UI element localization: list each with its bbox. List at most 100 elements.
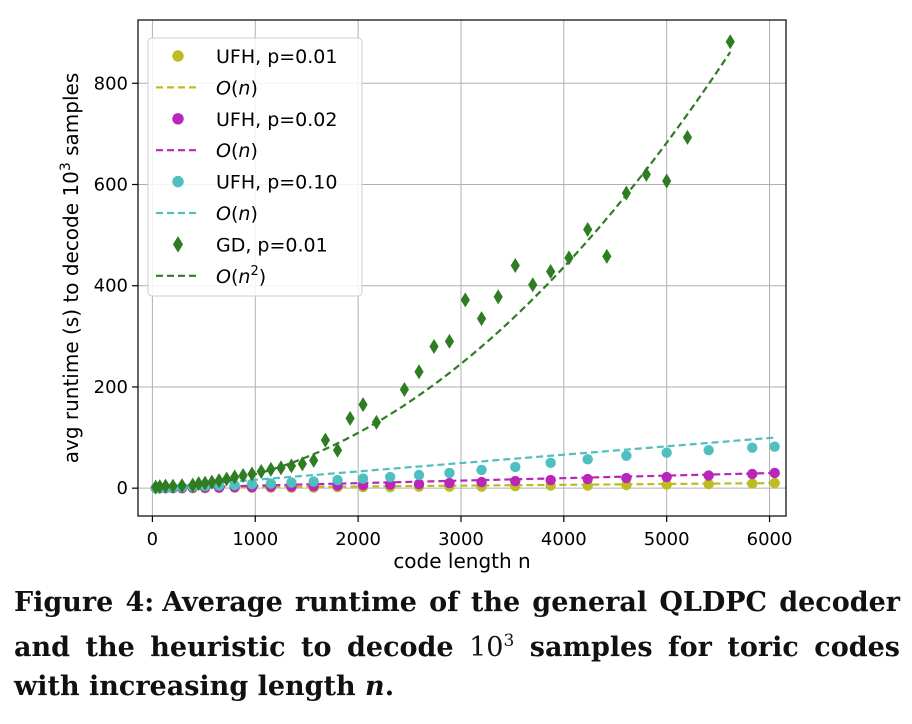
data-point-s3-4 bbox=[177, 478, 187, 494]
data-point-s3-42 bbox=[725, 34, 735, 50]
data-point-s2-14 bbox=[357, 473, 369, 484]
legend-marker-6 bbox=[172, 236, 184, 253]
caption-math-var: n bbox=[365, 671, 385, 702]
data-point-s3-12 bbox=[238, 468, 248, 484]
x-tick-label-3: 3000 bbox=[438, 529, 484, 550]
data-point-s2-9 bbox=[246, 478, 258, 490]
data-point-s2-10 bbox=[265, 478, 277, 489]
data-point-s3-14 bbox=[256, 463, 266, 479]
data-point-s3-5 bbox=[188, 477, 198, 493]
data-point-s3-33 bbox=[528, 277, 538, 293]
legend-marker-0 bbox=[172, 50, 184, 62]
legend-label-4: UFH, p=0.10 bbox=[216, 172, 338, 194]
caption-text-1: Average runtime of the general QLDPC dec… bbox=[14, 587, 900, 663]
data-point-s3-16 bbox=[276, 460, 286, 476]
data-point-s2-11 bbox=[286, 477, 297, 488]
data-point-s3-25 bbox=[399, 381, 409, 397]
data-point-s3-28 bbox=[444, 333, 455, 349]
data-point-s2-16 bbox=[413, 469, 425, 481]
data-point-s1-18 bbox=[476, 476, 487, 488]
data-point-s1-25 bbox=[747, 468, 758, 480]
data-point-s3-41 bbox=[682, 129, 693, 145]
x-tick-label-1: 1000 bbox=[232, 529, 278, 550]
caption-label: Figure 4: bbox=[14, 587, 155, 618]
data-point-s0-25 bbox=[747, 478, 758, 489]
data-point-s2-25 bbox=[747, 442, 758, 453]
data-point-s2-18 bbox=[476, 464, 487, 476]
legend-label-5: O(n) bbox=[216, 203, 258, 225]
data-point-s1-21 bbox=[582, 473, 593, 485]
data-point-s3-26 bbox=[414, 364, 424, 380]
axis-ticks: 0 1000 2000 3000 4000 5000 6000 0 200 400 600 800 bbox=[94, 73, 793, 550]
data-point-s2-22 bbox=[621, 450, 632, 461]
data-point-s3-8 bbox=[207, 474, 217, 490]
legend-label-3: O(n) bbox=[216, 140, 258, 162]
fit-line-3 bbox=[152, 51, 732, 490]
data-point-s2-13 bbox=[332, 474, 343, 486]
x-tick-label-6: 6000 bbox=[747, 529, 793, 550]
plot-frame bbox=[137, 19, 787, 517]
data-point-s3-13 bbox=[247, 466, 257, 482]
y-tick-label-4: 800 bbox=[94, 73, 128, 94]
data-point-s3-32 bbox=[510, 257, 520, 273]
data-point-s3-9 bbox=[214, 473, 224, 489]
data-point-s3-21 bbox=[332, 442, 343, 458]
data-point-s1-17 bbox=[444, 477, 455, 489]
x-tick-label-2: 2000 bbox=[335, 529, 381, 550]
data-point-s3-39 bbox=[641, 166, 651, 182]
data-point-s2-26 bbox=[769, 441, 780, 452]
legend-label-7: O(n2) bbox=[216, 264, 266, 288]
data-point-s3-6 bbox=[194, 476, 204, 492]
legend-label-0: UFH, p=0.01 bbox=[216, 46, 338, 68]
data-point-s3-18 bbox=[297, 456, 307, 472]
legend: UFH, p=0.01 O(n) UFH, p=0.02 O(n) UFH, p=0.1… bbox=[147, 37, 363, 297]
data-point-s3-30 bbox=[476, 311, 487, 327]
data-point-s1-19 bbox=[510, 475, 521, 487]
data-point-s3-40 bbox=[662, 173, 672, 189]
caption-text-2: samples for toric codes with increasing … bbox=[14, 632, 900, 702]
data-point-s3-11 bbox=[230, 469, 240, 485]
data-point-s3-24 bbox=[371, 414, 382, 430]
data-point-s3-20 bbox=[320, 432, 331, 448]
data-point-s0-23 bbox=[661, 479, 672, 490]
data-point-s3-22 bbox=[345, 410, 355, 426]
data-point-s2-19 bbox=[510, 461, 521, 473]
data-points bbox=[150, 34, 780, 495]
caption-end: . bbox=[384, 671, 395, 702]
legend-label-1: O(n) bbox=[216, 77, 258, 99]
data-point-s3-15 bbox=[266, 461, 276, 477]
fit-line-2 bbox=[152, 436, 775, 490]
caption-math-sup: 3 bbox=[503, 631, 515, 651]
data-point-s1-23 bbox=[661, 471, 672, 483]
legend-box bbox=[147, 37, 363, 297]
data-point-s3-10 bbox=[222, 471, 232, 487]
y-tick-label-1: 200 bbox=[94, 377, 128, 398]
data-point-s0-26 bbox=[769, 477, 780, 489]
x-tick-label-5: 5000 bbox=[644, 529, 690, 550]
data-point-s3-36 bbox=[583, 222, 593, 238]
data-point-s1-26 bbox=[769, 467, 780, 479]
data-point-s3-1 bbox=[155, 479, 165, 495]
data-point-s2-24 bbox=[703, 445, 714, 456]
data-point-s3-17 bbox=[286, 458, 297, 474]
y-tick-label-0: 0 bbox=[117, 478, 128, 499]
data-point-s2-15 bbox=[385, 471, 396, 483]
data-point-s3-31 bbox=[493, 289, 503, 305]
data-point-s2-21 bbox=[582, 454, 593, 465]
data-point-s3-34 bbox=[546, 264, 556, 280]
caption-math-base: 10 bbox=[469, 632, 504, 663]
legend-label-2: UFH, p=0.02 bbox=[216, 109, 338, 131]
legend-marker-2 bbox=[172, 113, 184, 125]
data-point-s3-19 bbox=[309, 452, 319, 468]
legend-label-6: GD, p=0.01 bbox=[216, 234, 328, 256]
data-point-s1-15 bbox=[385, 479, 396, 490]
data-point-s2-12 bbox=[308, 476, 319, 487]
data-point-s1-22 bbox=[621, 472, 632, 484]
data-point-s0-24 bbox=[703, 478, 714, 490]
y-tick-label-3: 600 bbox=[94, 174, 128, 195]
data-point-s3-23 bbox=[358, 397, 368, 413]
data-point-s3-35 bbox=[564, 250, 574, 266]
data-point-s3-27 bbox=[429, 338, 439, 354]
data-point-s3-2 bbox=[160, 478, 171, 494]
